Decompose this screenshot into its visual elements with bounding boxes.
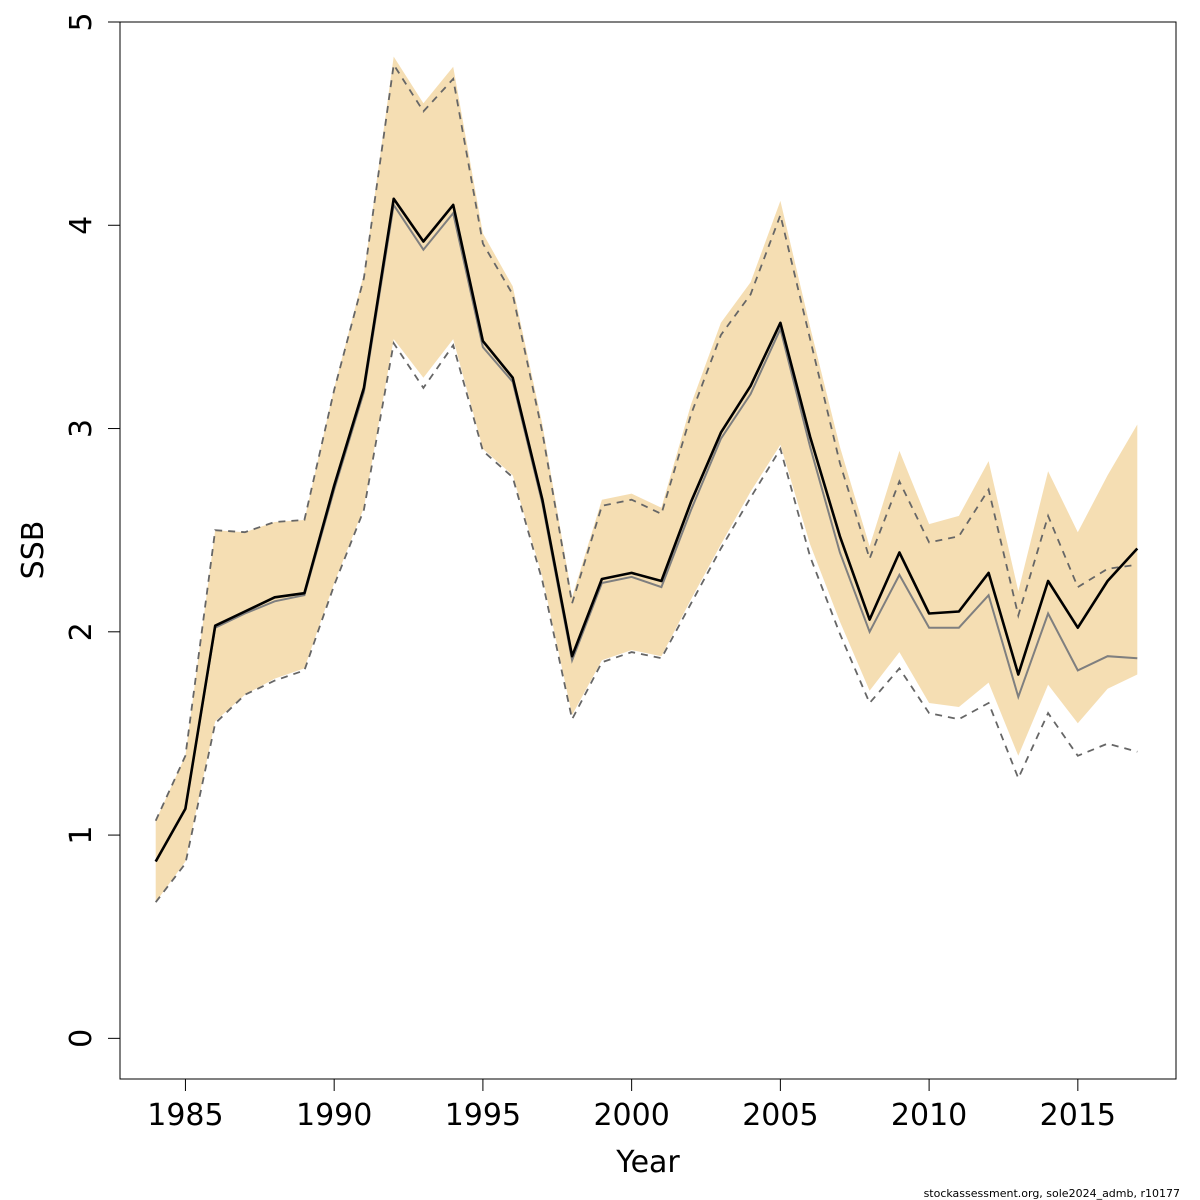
y-axis-title: SSB [16,521,51,580]
x-tick-label-2000: 2000 [593,1098,669,1133]
plot-area [154,56,1139,903]
chart-footnote: stockassessment.org, sole2024_admb, r101… [924,1187,1180,1200]
plot-frame [119,21,1177,1080]
x-tick-label-2015: 2015 [1040,1098,1116,1133]
alt-upper-line [154,62,1138,822]
y-tick-label-3: 3 [64,419,99,438]
x-tick-label-1990: 1990 [296,1098,372,1133]
estimate-line [154,197,1139,863]
x-axis: 1985 1990 1995 2000 2005 2010 2015 [147,1079,1116,1133]
y-axis: 0 1 2 3 4 5 [64,12,120,1048]
x-tick-label-1995: 1995 [445,1098,521,1133]
y-tick-label-1: 1 [64,826,99,845]
y-tick-label-0: 0 [64,1029,99,1048]
x-axis-title: Year [615,1145,680,1180]
y-tick-label-5: 5 [64,12,99,31]
confidence-band [155,56,1138,903]
x-tick-label-1985: 1985 [147,1098,223,1133]
y-tick-label-4: 4 [64,216,99,235]
alt-lower-line [154,340,1138,903]
x-tick-label-2005: 2005 [742,1098,818,1133]
y-tick-label-2: 2 [64,622,99,641]
x-tick-label-2010: 2010 [891,1098,967,1133]
